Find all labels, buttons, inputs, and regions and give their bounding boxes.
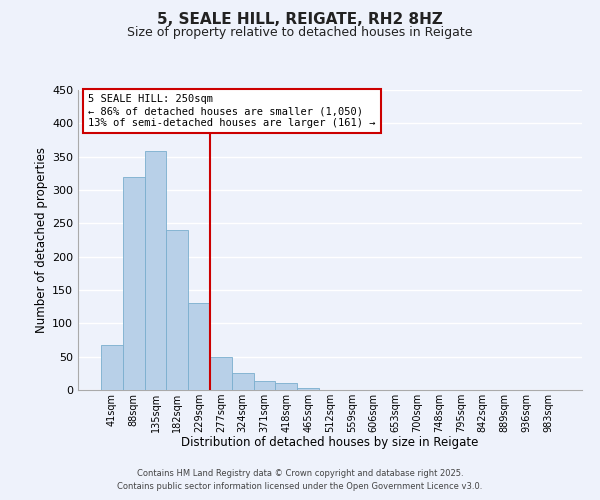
Text: 5 SEALE HILL: 250sqm
← 86% of detached houses are smaller (1,050)
13% of semi-de: 5 SEALE HILL: 250sqm ← 86% of detached h… [88,94,376,128]
Bar [166,230,188,390]
Bar [275,384,297,390]
Bar [210,358,232,390]
Bar [145,152,166,390]
Text: Size of property relative to detached houses in Reigate: Size of property relative to detached ho… [127,26,473,39]
Bar [297,388,319,390]
Bar [101,346,123,390]
Y-axis label: Number of detached properties: Number of detached properties [35,147,48,333]
Text: Contains public sector information licensed under the Open Government Licence v3: Contains public sector information licen… [118,482,482,491]
Bar [232,374,254,390]
Text: 5, SEALE HILL, REIGATE, RH2 8HZ: 5, SEALE HILL, REIGATE, RH2 8HZ [157,12,443,28]
Bar [188,302,210,390]
Bar [123,176,145,390]
Text: Contains HM Land Registry data © Crown copyright and database right 2025.: Contains HM Land Registry data © Crown c… [137,468,463,477]
Bar [254,380,275,390]
X-axis label: Distribution of detached houses by size in Reigate: Distribution of detached houses by size … [181,436,479,450]
